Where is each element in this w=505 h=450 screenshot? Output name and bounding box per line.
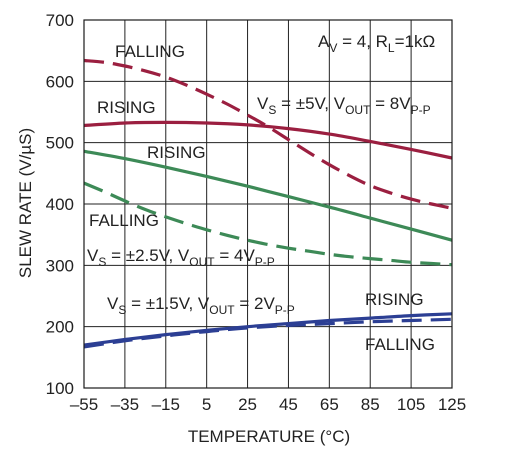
green-rising-label: RISING (147, 143, 206, 162)
series-line-rising-2 (83, 149, 453, 242)
green-falling-label: FALLING (89, 211, 159, 230)
y-tick-label: 600 (46, 72, 74, 91)
red-supply-label: VS = ±5V, VOUT = 8VP-P (257, 94, 431, 117)
y-tick-labels: 100 200 300 400 500 600 700 (46, 11, 74, 398)
y-tick-label: 700 (46, 11, 74, 30)
y-tick-label: 200 (46, 318, 74, 337)
series-line-falling-5 (83, 317, 453, 349)
x-tick-label: –55 (70, 395, 98, 414)
y-tick-label: 100 (46, 379, 74, 398)
x-tick-label: 5 (202, 395, 211, 414)
series-lines (83, 58, 453, 349)
x-tick-label: 45 (279, 395, 298, 414)
plot-frame (83, 19, 453, 389)
green-supply-label: VS = ±2.5V, VOUT = 4VP-P (87, 246, 275, 269)
blue-falling-label: FALLING (365, 335, 435, 354)
y-tick-label: 300 (46, 256, 74, 275)
conditions-label: AV = 4, RL=1kΩ (318, 32, 435, 55)
x-axis-title: TEMPERATURE (°C) (188, 427, 350, 446)
blue-rising-label: RISING (365, 290, 424, 309)
x-tick-label: 125 (438, 395, 466, 414)
x-tick-label: 65 (320, 395, 339, 414)
series-line-rising-1 (83, 120, 453, 160)
grid (83, 19, 453, 389)
x-tick-labels: –55 –35 –15 5 25 45 65 85 105 125 (70, 395, 466, 414)
red-rising-label: RISING (97, 98, 156, 117)
x-tick-label: –15 (152, 395, 180, 414)
x-tick-label: 85 (361, 395, 380, 414)
x-tick-label: –35 (111, 395, 139, 414)
y-tick-label: 500 (46, 134, 74, 153)
x-tick-label: 105 (397, 395, 425, 414)
x-tick-label: 25 (238, 395, 257, 414)
y-axis-title: SLEW RATE (V/µS) (16, 128, 35, 278)
series-line-falling-3 (83, 181, 453, 267)
blue-supply-label: VS = ±1.5V, VOUT = 2VP-P (107, 294, 295, 317)
y-tick-label: 400 (46, 195, 74, 214)
red-falling-label: FALLING (115, 42, 185, 61)
series-line-falling-0 (83, 58, 453, 210)
